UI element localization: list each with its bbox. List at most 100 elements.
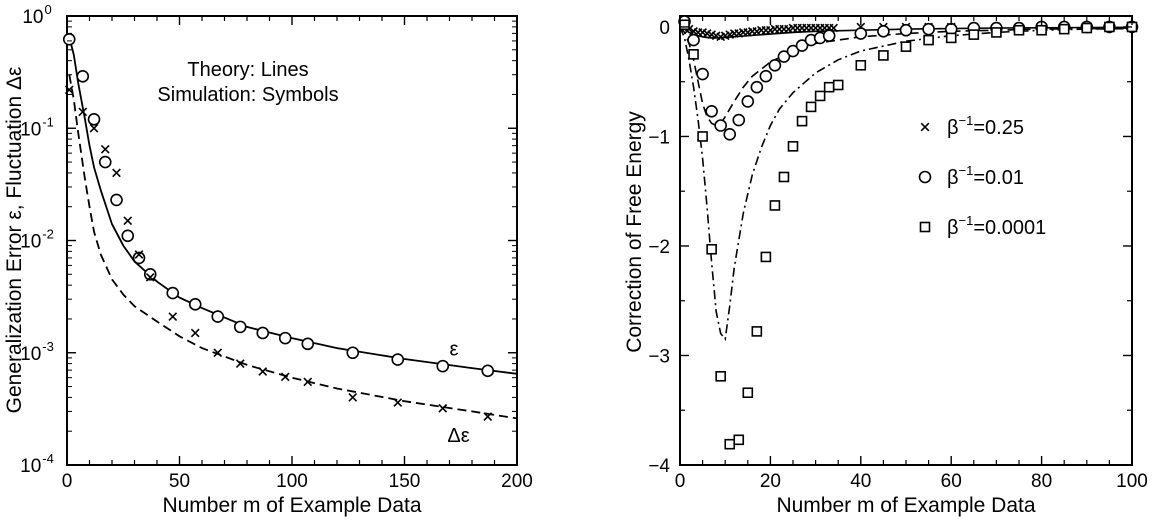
right-series-5-point <box>1036 24 1047 36</box>
y-tick-label: 0 <box>659 18 670 39</box>
cross-stroke <box>303 377 313 387</box>
right-series-5-point <box>706 243 717 255</box>
left-series-label: ε <box>450 338 459 360</box>
right-series-5-point <box>760 251 772 263</box>
left-annotation-theory: Theory: Lines <box>187 59 308 81</box>
y-tick-exponent: 0 <box>44 2 51 17</box>
cross-stroke <box>280 372 290 382</box>
cross-stroke <box>698 28 707 37</box>
left-series-2-point <box>132 251 146 265</box>
y-tick-label: 100 <box>22 2 51 28</box>
x-tick-label: 100 <box>276 471 308 492</box>
right-y-axis-title: Correction of Free Energy <box>623 111 646 353</box>
right-series-4-point <box>777 50 791 63</box>
left-series-3-point <box>89 123 99 133</box>
right-series-5-point <box>855 59 867 71</box>
y-tick-label: 10-4 <box>20 451 54 477</box>
left-series-1-line <box>68 74 518 420</box>
left-series-2-point <box>233 320 247 334</box>
left-series-3-point <box>134 250 144 259</box>
right-legend: β−1=0.25β−1=0.01β−1=0.0001 <box>918 113 1046 239</box>
right-series-4-point <box>723 127 737 141</box>
left-series-2-point <box>110 193 123 207</box>
cross-stroke <box>393 398 403 407</box>
left-series-3-point <box>438 403 448 413</box>
legend-marker <box>919 221 931 233</box>
y-tick-label: −1 <box>648 127 670 148</box>
legend-exponent: −1 <box>959 163 974 178</box>
cross-stroke <box>89 123 99 133</box>
right-data-layer <box>678 15 1139 450</box>
cross-stroke <box>100 144 110 154</box>
legend-label: β−1=0.01 <box>947 163 1024 189</box>
cross-stroke <box>920 122 930 132</box>
left-series-2-point <box>481 364 495 378</box>
cross-stroke <box>483 412 493 421</box>
right-series-4-point <box>696 67 709 81</box>
legend-marker <box>920 122 930 132</box>
legend-label: β−1=0.25 <box>947 113 1024 139</box>
x-tick-label: 20 <box>760 471 781 492</box>
left-y-axis-title: Generalization Error ε, Fluctuation Δε <box>3 67 26 414</box>
right-series-4-point <box>741 95 755 108</box>
cross-stroke <box>190 328 200 338</box>
x-tick-label: 0 <box>62 471 73 492</box>
y-tick-exponent: -1 <box>42 114 54 129</box>
left-series-2-point <box>436 359 450 373</box>
right-series-4-point <box>795 39 809 52</box>
left-series-3-point <box>303 377 313 387</box>
left-series-2-point <box>301 337 315 351</box>
legend-marker <box>918 170 932 184</box>
right-series-2-line <box>679 26 1133 342</box>
left-series-label: Δε <box>447 425 469 447</box>
cross-stroke <box>134 250 144 259</box>
cross-stroke <box>213 348 223 358</box>
cross-stroke <box>168 312 178 321</box>
right-series-5-point <box>769 200 781 211</box>
right-series-5-point <box>968 29 980 40</box>
left-series-3-point <box>190 328 200 338</box>
left-series-3-point <box>100 144 110 154</box>
right-series-4-point <box>786 44 800 58</box>
left-series-2-point <box>256 326 270 340</box>
right-series-5-point <box>991 27 1002 38</box>
left-series-3-point <box>483 412 493 421</box>
right-series-4-point <box>922 22 935 36</box>
left-series-3-point <box>78 107 88 117</box>
right-series-5-point <box>1013 24 1025 36</box>
cross-stroke <box>145 272 155 282</box>
left-series-2-point <box>346 346 360 360</box>
cross-stroke <box>235 359 245 368</box>
right-series-4-point <box>732 113 746 127</box>
legend-exponent: −1 <box>959 213 974 228</box>
right-series-4-point <box>822 29 836 43</box>
right-series-4-point <box>759 69 773 83</box>
y-tick-exponent: -4 <box>42 451 54 466</box>
left-series-2-point <box>87 113 101 126</box>
right-series-5-point <box>923 34 934 46</box>
left-series-2-point <box>211 310 225 323</box>
left-series-3-point <box>112 168 121 178</box>
legend-value: =0.01 <box>973 167 1024 189</box>
cross-stroke <box>702 29 712 38</box>
right-series-4-point <box>768 58 782 72</box>
right-x-axis-title: Number m of Example Data <box>776 494 1035 517</box>
left-series-3-point <box>280 372 290 382</box>
x-tick-label: 200 <box>501 471 533 492</box>
legend-base: β <box>947 167 959 189</box>
left-series-2-point <box>76 70 90 83</box>
left-series-2-point <box>143 267 157 281</box>
right-series-5-point <box>751 326 763 337</box>
left-x-axis-title: Number m of Example Data <box>162 494 421 517</box>
right-series-1-line <box>679 26 1133 127</box>
left-series-3-point <box>213 348 223 358</box>
left-series-3-point <box>123 216 133 226</box>
x-tick-label: 150 <box>389 471 421 492</box>
left-series-2-point <box>98 155 112 169</box>
right-series-5-point <box>733 434 745 446</box>
left-series-3-point <box>64 85 74 95</box>
left-series-2-point <box>391 353 405 366</box>
